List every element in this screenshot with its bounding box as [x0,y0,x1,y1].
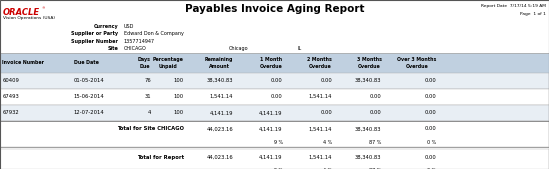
Text: Supplier Number: Supplier Number [71,39,118,44]
Text: 100: 100 [174,94,184,99]
Text: Total for Report: Total for Report [137,154,184,160]
Text: Supplier or Party: Supplier or Party [71,31,118,36]
Text: Total for Site CHICAGO: Total for Site CHICAGO [117,126,184,131]
Text: Due Date: Due Date [74,61,98,65]
Text: 1,541.14: 1,541.14 [309,154,332,160]
Text: 0.00: 0.00 [425,154,436,160]
Text: 4,141.19: 4,141.19 [259,110,283,115]
Text: 67932: 67932 [2,110,19,115]
Text: 9 %: 9 % [273,168,283,169]
Text: 1357714947: 1357714947 [124,39,155,44]
Text: 31: 31 [144,94,151,99]
Text: 44,023.16: 44,023.16 [206,154,233,160]
Text: 100: 100 [174,78,184,83]
Text: 3 Months
Overdue: 3 Months Overdue [356,57,382,69]
Text: 0.00: 0.00 [370,110,382,115]
Text: 15-06-2014: 15-06-2014 [74,94,104,99]
Text: 87 %: 87 % [369,168,382,169]
Text: 100: 100 [174,110,184,115]
Text: 0.00: 0.00 [370,94,382,99]
Bar [0,89,549,105]
Text: Payables Invoice Aging Report: Payables Invoice Aging Report [185,4,364,14]
Text: ®: ® [41,7,44,11]
Text: 4,141.19: 4,141.19 [259,126,283,131]
Text: Vision Operations (USA): Vision Operations (USA) [3,16,55,20]
Text: 4,141.19: 4,141.19 [259,154,283,160]
Text: 2 Months
Overdue: 2 Months Overdue [307,57,332,69]
Bar [0,105,549,121]
Text: CHICAGO: CHICAGO [124,46,146,52]
Text: Days
Due: Days Due [138,57,151,69]
Text: Percentage
Unpaid: Percentage Unpaid [153,57,184,69]
Text: Page  1 of 1: Page 1 of 1 [520,12,546,16]
Text: 1,541.14: 1,541.14 [309,94,332,99]
Text: 4 %: 4 % [323,140,332,145]
Bar [0,53,549,73]
Text: Edward Don & Company: Edward Don & Company [124,31,183,36]
Bar [0,121,549,147]
Text: 87 %: 87 % [369,140,382,145]
Text: 0.00: 0.00 [271,94,283,99]
Text: USD: USD [124,24,134,29]
Text: 4,141.19: 4,141.19 [210,110,233,115]
Text: 0 %: 0 % [427,168,436,169]
Text: Over 3 Months
Overdue: Over 3 Months Overdue [397,57,436,69]
Text: 67493: 67493 [2,94,19,99]
Text: 38,340.83: 38,340.83 [207,78,233,83]
Text: 60409: 60409 [2,78,19,83]
Text: 0.00: 0.00 [425,126,436,131]
Text: 4 %: 4 % [323,168,332,169]
Text: 0 %: 0 % [427,140,436,145]
Text: Chicago: Chicago [229,46,249,52]
Text: 0.00: 0.00 [425,110,436,115]
Text: 12-07-2014: 12-07-2014 [74,110,104,115]
Text: 0.00: 0.00 [321,110,332,115]
Text: IL: IL [297,46,301,52]
Text: Report Date  7/17/14 5:19 AM: Report Date 7/17/14 5:19 AM [481,4,546,8]
Bar [0,73,549,89]
Text: Remaining
Amount: Remaining Amount [205,57,233,69]
Text: Currency: Currency [93,24,118,29]
Text: 9 %: 9 % [273,140,283,145]
Text: 4: 4 [148,110,151,115]
Text: 1 Month
Overdue: 1 Month Overdue [260,57,283,69]
Text: Invoice Number: Invoice Number [2,61,44,65]
Text: 38,340.83: 38,340.83 [355,78,382,83]
Text: 0.00: 0.00 [425,94,436,99]
Text: Site: Site [107,46,118,52]
Text: 38,340.83: 38,340.83 [355,154,382,160]
Text: 1,541.14: 1,541.14 [309,126,332,131]
Text: ORACLE: ORACLE [3,8,40,17]
Text: 76: 76 [144,78,151,83]
Text: 01-05-2014: 01-05-2014 [74,78,104,83]
Text: 0.00: 0.00 [321,78,332,83]
Bar [0,149,549,169]
Text: 1,541.14: 1,541.14 [210,94,233,99]
Text: 38,340.83: 38,340.83 [355,126,382,131]
Text: 44,023.16: 44,023.16 [206,126,233,131]
Text: 0.00: 0.00 [425,78,436,83]
Text: 0.00: 0.00 [271,78,283,83]
